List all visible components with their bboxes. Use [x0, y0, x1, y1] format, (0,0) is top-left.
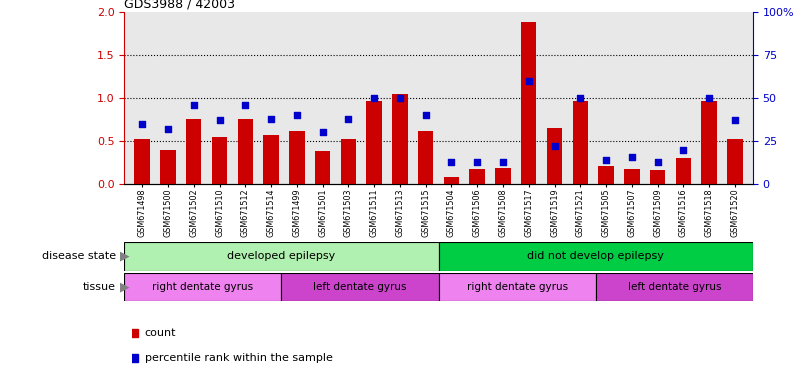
Text: tissue: tissue: [83, 282, 116, 292]
Bar: [211, 137, 227, 184]
Point: [419, 112, 432, 118]
Point: [162, 126, 175, 132]
Bar: [598, 166, 614, 184]
Bar: [392, 94, 408, 184]
Point: [574, 95, 586, 101]
Bar: [366, 101, 382, 184]
Bar: [596, 273, 753, 301]
Bar: [264, 135, 279, 184]
Text: ▶: ▶: [120, 281, 130, 293]
Bar: [438, 273, 596, 301]
Bar: [281, 273, 438, 301]
Bar: [124, 273, 281, 301]
Point: [497, 159, 509, 165]
Point: [626, 154, 638, 160]
Text: did not develop epilepsy: did not develop epilepsy: [527, 251, 664, 262]
Bar: [727, 139, 743, 184]
Text: left dentate gyrus: left dentate gyrus: [628, 282, 721, 292]
Text: percentile rank within the sample: percentile rank within the sample: [145, 353, 332, 362]
Bar: [521, 22, 537, 184]
Text: left dentate gyrus: left dentate gyrus: [313, 282, 407, 292]
Point: [239, 102, 252, 108]
Point: [187, 102, 200, 108]
Point: [471, 159, 484, 165]
Bar: [418, 131, 433, 184]
Bar: [124, 242, 438, 271]
Point: [600, 157, 613, 163]
Point: [522, 78, 535, 84]
Bar: [289, 131, 304, 184]
Bar: [675, 158, 691, 184]
Bar: [186, 119, 202, 184]
Bar: [624, 169, 639, 184]
Point: [651, 159, 664, 165]
Bar: [444, 177, 459, 184]
Text: ▶: ▶: [120, 250, 130, 263]
Bar: [547, 128, 562, 184]
Point: [264, 116, 277, 122]
Point: [445, 159, 458, 165]
Point: [728, 118, 741, 124]
Point: [136, 121, 149, 127]
Point: [548, 143, 561, 149]
Bar: [315, 152, 330, 184]
Text: developed epilepsy: developed epilepsy: [227, 251, 336, 262]
Bar: [650, 170, 666, 184]
Point: [702, 95, 715, 101]
Point: [677, 147, 690, 153]
Bar: [160, 150, 175, 184]
Text: count: count: [145, 328, 176, 338]
Text: disease state: disease state: [42, 251, 116, 262]
Bar: [495, 168, 511, 184]
Bar: [135, 139, 150, 184]
Point: [393, 95, 406, 101]
Bar: [469, 169, 485, 184]
Point: [342, 116, 355, 122]
Point: [316, 129, 329, 136]
Bar: [702, 101, 717, 184]
Text: GDS3988 / 42003: GDS3988 / 42003: [124, 0, 235, 10]
Point: [368, 95, 380, 101]
Bar: [340, 139, 356, 184]
Text: right dentate gyrus: right dentate gyrus: [152, 282, 253, 292]
Bar: [238, 119, 253, 184]
Bar: [438, 242, 753, 271]
Point: [213, 118, 226, 124]
Text: right dentate gyrus: right dentate gyrus: [467, 282, 568, 292]
Point: [291, 112, 304, 118]
Bar: [573, 101, 588, 184]
